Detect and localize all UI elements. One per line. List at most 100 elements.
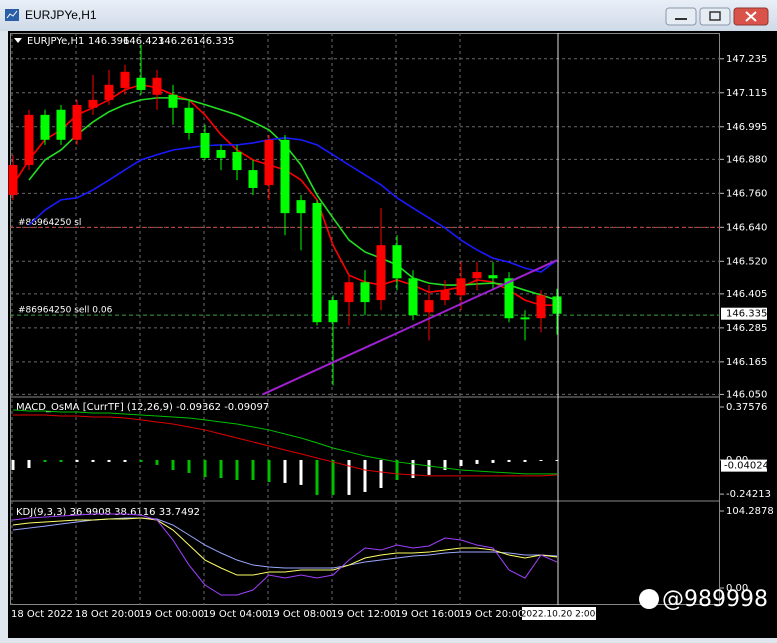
candle-body <box>88 99 98 108</box>
close-icon <box>745 11 757 22</box>
histogram-bar <box>155 459 159 465</box>
candle-body <box>504 278 514 319</box>
x-tick-label: 19 Oct 08:00 <box>267 609 332 620</box>
x-tick-label: 18 Oct 20:00 <box>75 609 140 620</box>
histogram-bar <box>507 459 511 462</box>
candle-body <box>296 200 306 214</box>
histogram-bar <box>395 459 399 480</box>
histogram-bar <box>107 459 111 462</box>
candle-body <box>8 164 18 196</box>
candle-body <box>440 290 450 301</box>
y-tick-label: 0.37576 <box>726 402 767 413</box>
candle-body <box>200 132 210 158</box>
maximize-button[interactable] <box>699 7 731 26</box>
indicator-line <box>12 409 557 475</box>
histogram-bar <box>491 459 495 463</box>
app-icon-line <box>6 10 18 19</box>
histogram-bar <box>91 459 95 462</box>
histogram-bar <box>203 459 207 478</box>
order-label: #86964250 sell 0.06 <box>18 306 113 316</box>
price-tag-label: 146.335 <box>726 309 767 320</box>
histogram-bar <box>363 459 367 492</box>
histogram-bar <box>315 459 319 495</box>
y-tick-label: 146.165 <box>726 357 767 368</box>
x-tick-label: 19 Oct 00:00 <box>139 609 204 620</box>
window-title: EURJPYe,H1 <box>25 8 97 22</box>
candle-body <box>376 245 386 301</box>
histogram-bar <box>411 459 415 479</box>
y-tick-label: 104.2878 <box>726 506 774 517</box>
candle-body <box>40 114 50 140</box>
candle-body <box>552 296 562 314</box>
candle-body <box>72 104 82 140</box>
histogram-bar <box>283 459 287 483</box>
candle-body <box>264 139 274 186</box>
indicator-line <box>13 414 558 477</box>
y-tick-label: 146.640 <box>726 222 767 233</box>
value-tag <box>721 459 767 472</box>
histogram-bar <box>267 459 271 482</box>
candle-body <box>472 272 482 279</box>
histogram-bar <box>523 459 527 462</box>
ohlc-close: 146.335 <box>193 36 234 47</box>
maximize-icon <box>709 11 721 21</box>
symbol-label: EURJPYe,H1 <box>27 36 84 47</box>
histogram-bar <box>299 459 303 485</box>
histogram-bar <box>443 459 447 470</box>
order-label: #86964250 sl <box>18 218 81 228</box>
indicator-line <box>28 97 558 301</box>
minimize-button[interactable] <box>665 7 697 26</box>
y-tick-label: 146.520 <box>726 256 767 267</box>
candle-body <box>536 295 546 319</box>
title-bar <box>0 0 777 31</box>
candle-body <box>312 202 322 323</box>
x-tick-label: 19 Oct 04:00 <box>203 609 268 620</box>
candle-body <box>152 77 162 95</box>
candle-body <box>136 77 146 90</box>
candle-body <box>392 245 402 279</box>
ohlc-high: 146.423 <box>123 36 164 47</box>
candle-body <box>280 139 290 214</box>
watermark: @989998 <box>662 587 768 612</box>
candle-body <box>104 84 114 100</box>
watermark-icon <box>639 589 659 609</box>
y-tick-label: 146.995 <box>726 122 767 133</box>
candle-body <box>344 282 354 303</box>
candle-body <box>56 109 66 140</box>
histogram-bar <box>379 459 383 489</box>
ohlc-low: 146.261 <box>158 36 199 47</box>
histogram-bar <box>43 459 47 462</box>
candle-body <box>488 275 498 279</box>
indicator-line <box>28 136 558 273</box>
histogram-bar <box>331 459 335 495</box>
menu-arrow <box>14 38 22 43</box>
y-tick-label: 146.760 <box>726 188 767 199</box>
histogram-bar <box>427 459 431 475</box>
x-tick-label: 19 Oct 12:00 <box>331 609 396 620</box>
candle-body <box>120 71 130 88</box>
y-tick-label: 146.880 <box>726 154 767 165</box>
candle-body <box>328 300 338 323</box>
histogram-bar <box>475 459 479 464</box>
histogram-bar <box>555 459 559 461</box>
candle-body <box>216 149 226 158</box>
y-tick-label: 146.405 <box>726 289 767 300</box>
indicator-line <box>12 517 558 576</box>
x-tick-label: 18 Oct 2022 <box>11 609 73 620</box>
candle-body <box>408 278 418 316</box>
y-tick-label: 147.235 <box>726 54 767 65</box>
trendline <box>262 259 558 396</box>
y-tick-label: 147.115 <box>726 88 767 99</box>
value-tag-label: -0.04024 <box>724 461 769 472</box>
candle-body <box>232 151 242 171</box>
histogram-bar <box>27 459 31 469</box>
y-tick-label: 146.050 <box>726 389 767 400</box>
histogram-bar <box>123 459 127 462</box>
y-tick-label: -0.24213 <box>726 489 771 500</box>
histogram-bar <box>459 459 463 467</box>
histogram-bar <box>187 459 191 473</box>
ohlc-open: 146.396 <box>88 36 129 47</box>
x-tick-label: 19 Oct 16:00 <box>395 609 460 620</box>
candle-body <box>456 278 466 296</box>
